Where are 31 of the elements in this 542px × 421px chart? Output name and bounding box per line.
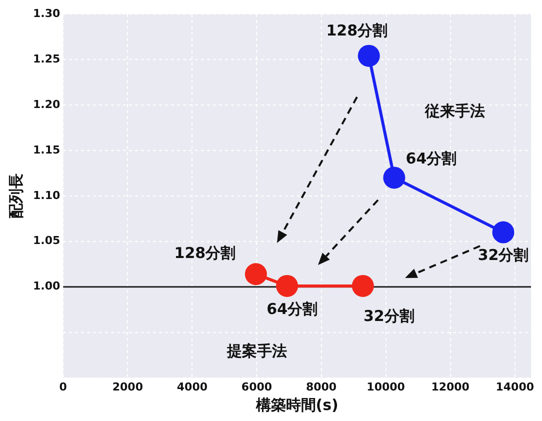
x-tick-label: 2000	[112, 380, 144, 394]
y-tick-label: 1.20	[33, 98, 60, 111]
x-tick-label: 10000	[366, 380, 406, 394]
annotation: 128分割	[326, 22, 388, 40]
y-tick-label: 1.30	[33, 6, 60, 20]
x-tick-label: 0	[59, 380, 68, 394]
y-tick-label: 1.00	[33, 280, 60, 293]
annotation: 32分割	[363, 306, 414, 325]
y-tick-label: 1.10	[33, 188, 60, 202]
point	[276, 274, 298, 297]
x-tick-label: 8000	[306, 380, 337, 394]
y-axis-title: 配列長	[6, 173, 25, 218]
point	[492, 221, 514, 244]
x-tick-label: 12000	[431, 380, 470, 394]
annotation: 32分割	[478, 246, 529, 264]
point	[358, 44, 380, 67]
x-tick-label: 6000	[241, 380, 272, 394]
x-axis-title: 構築時間(s)	[254, 396, 338, 414]
annotation: 提案手法	[226, 342, 287, 360]
y-tick-label: 1.05	[33, 234, 60, 248]
y-tick-label: 1.15	[33, 143, 60, 156]
x-tick-label: 4000	[176, 380, 208, 394]
annotation: 64分割	[406, 150, 457, 168]
point	[352, 274, 374, 297]
point	[244, 263, 267, 286]
annotation: 64分割	[266, 300, 318, 318]
point	[383, 166, 406, 189]
x-tick-label: 14000	[496, 380, 534, 394]
annotation: 128分割	[174, 244, 236, 262]
y-tick-label: 1.25	[33, 52, 60, 66]
annotation: 従来手法	[424, 102, 485, 120]
